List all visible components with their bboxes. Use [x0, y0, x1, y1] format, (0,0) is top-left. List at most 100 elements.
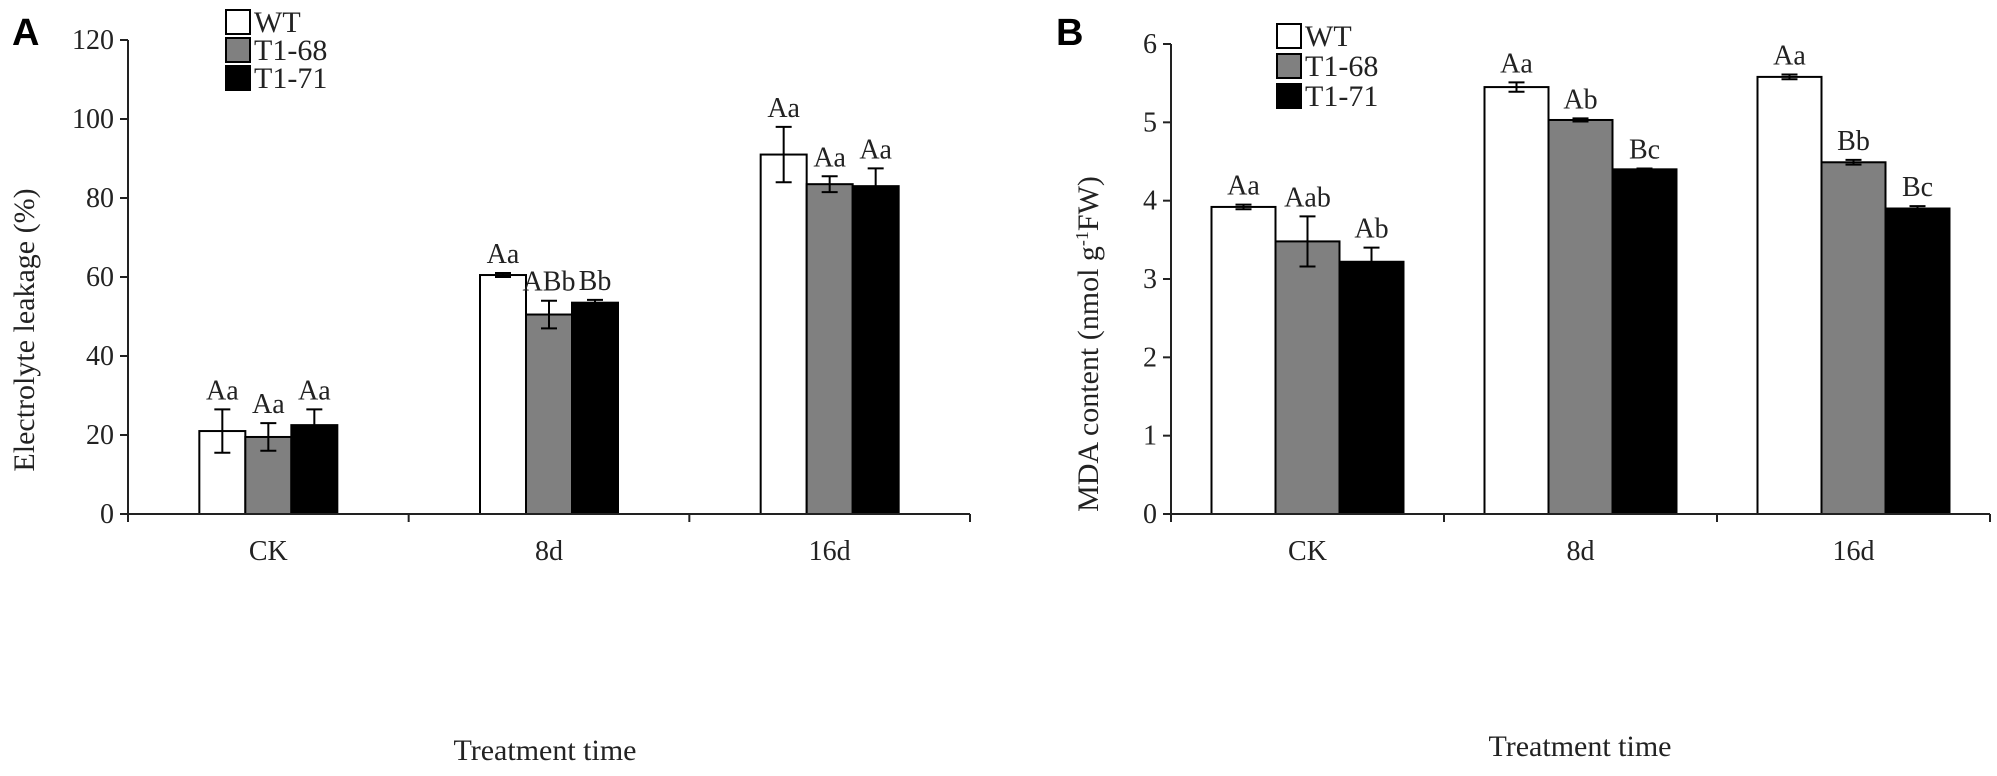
error-bar-b-T1-68-16d: [1845, 158, 1862, 166]
legend-label-b-T1-71: T1-71: [1305, 80, 1378, 113]
error-bar-b-T1-71-8d: [1636, 167, 1653, 172]
x-tick-label-b-16d: 16d: [1833, 536, 1875, 567]
bar-a-WT-16d: [759, 153, 808, 516]
y-tick-label-a-20: 20: [86, 420, 114, 451]
bar-label-b-T1-71-CK: Ab: [1354, 214, 1388, 245]
y-tick-label-a-120: 120: [72, 25, 114, 56]
x-tick-label-b-8d: 8d: [1567, 536, 1595, 567]
error-bar-a-T1-71-CK: [306, 408, 323, 442]
y-axis-title-b: MDA content (nmol g-1FW): [1072, 176, 1105, 512]
error-bar-a-T1-68-8d: [541, 299, 557, 330]
bar-label-a-WT-16d: Aa: [767, 93, 800, 124]
error-bar-b-WT-8d: [1508, 81, 1525, 93]
bar-label-b-T1-68-16d: Bb: [1837, 126, 1870, 157]
legend-swatch-a-T1-71: [225, 65, 251, 91]
bar-a-WT-8d: [479, 274, 527, 515]
legend-label-a-WT: WT: [254, 6, 301, 39]
error-bar-a-T1-71-16d: [867, 167, 884, 205]
error-bar-a-T1-68-CK: [260, 422, 277, 452]
legend-swatch-b-WT: [1276, 23, 1302, 49]
bar-label-b-WT-CK: Aa: [1227, 171, 1260, 202]
bar-label-a-T1-71-8d: Bb: [579, 266, 612, 297]
bar-label-a-WT-CK: Aa: [206, 375, 239, 406]
bar-b-T1-71-16d: [1884, 207, 1951, 515]
y-tick-label-b-4: 4: [1143, 186, 1157, 217]
bar-label-b-T1-68-8d: Ab: [1563, 84, 1597, 115]
bar-label-b-T1-71-16d: Bc: [1902, 172, 1933, 203]
y-tick-label-a-60: 60: [86, 262, 114, 293]
error-bar-b-T1-71-CK: [1363, 246, 1380, 277]
y-tick-label-a-40: 40: [86, 341, 114, 372]
error-bar-a-WT-8d: [495, 272, 511, 278]
y-tick-label-a-100: 100: [72, 104, 114, 135]
error-bars-b: [1235, 73, 1926, 277]
x-tick-label-a-16d: 16d: [809, 536, 851, 567]
error-bar-b-T1-71-16d: [1909, 205, 1926, 212]
panel-b: B 0 1 2 3 4 5 6 Aa Aab Ab Aa Ab Bc Aa Bb Bc CK 8d 16d Tr…: [1056, 12, 1991, 763]
bar-b-WT-CK: [1210, 205, 1277, 516]
bar-b-T1-71-CK: [1338, 260, 1405, 515]
error-bar-b-WT-16d: [1781, 73, 1798, 81]
x-tick-label-b-CK: CK: [1288, 536, 1327, 567]
legend-label-a-T1-71: T1-71: [254, 62, 327, 95]
legend-label-b-T1-68: T1-68: [1305, 50, 1378, 83]
error-bar-a-WT-CK: [214, 408, 231, 454]
error-bar-b-T1-68-CK: [1299, 215, 1316, 268]
bar-b-T1-68-16d: [1820, 161, 1887, 516]
y-tick-label-b-0: 0: [1143, 499, 1157, 530]
error-bar-a-WT-16d: [775, 125, 792, 184]
bar-label-a-WT-8d: Aa: [487, 239, 520, 270]
y-tick-labels-b: 0 1 2 3 4 5 6: [1143, 29, 1171, 530]
bar-label-a-T1-71-CK: Aa: [298, 375, 331, 406]
bar-b-T1-68-8d: [1547, 118, 1614, 515]
bar-label-b-T1-68-CK: Aab: [1284, 182, 1331, 213]
bar-label-b-WT-16d: Aa: [1773, 41, 1806, 72]
bar-b-WT-16d: [1756, 75, 1823, 516]
x-tick-label-a-8d: 8d: [535, 536, 563, 567]
x-axis-title-b: Treatment time: [1488, 730, 1671, 763]
error-bar-a-T1-68-16d: [821, 175, 838, 194]
y-axis-title-b-tail: FW): [1072, 176, 1105, 231]
error-bar-a-T1-71-8d: [587, 298, 603, 307]
panel-letter-a: A: [12, 12, 39, 54]
y-tick-label-b-5: 5: [1143, 107, 1157, 138]
bar-label-a-T1-71-16d: Aa: [859, 134, 892, 165]
error-bar-b-WT-CK: [1235, 203, 1252, 211]
bar-a-T1-71-8d: [571, 301, 619, 515]
bar-label-a-T1-68-CK: Aa: [252, 389, 285, 420]
bar-b-T1-71-8d: [1611, 168, 1678, 515]
bar-a-T1-68-16d: [805, 183, 854, 516]
error-bar-b-T1-68-8d: [1572, 117, 1589, 123]
legend-label-a-T1-68: T1-68: [254, 34, 327, 67]
bar-a-T1-71-16d: [851, 185, 900, 515]
y-tick-label-a-0: 0: [100, 499, 114, 530]
bar-a-T1-68-8d: [525, 313, 573, 515]
bar-labels-b: Aa Aab Ab Aa Ab Bc Aa Bb Bc: [1227, 41, 1933, 245]
bar-label-a-T1-68-8d: ABb: [523, 267, 576, 298]
error-bars-a: [214, 125, 884, 454]
legend-swatch-a-WT: [225, 9, 251, 35]
y-tick-label-b-3: 3: [1143, 264, 1157, 295]
bar-b-WT-8d: [1483, 86, 1550, 515]
y-axis-title-b-main: MDA content (nmol g: [1072, 246, 1105, 512]
legend-swatch-b-T1-68: [1276, 53, 1302, 79]
bar-label-b-WT-8d: Aa: [1500, 48, 1533, 79]
y-axis-title-b-sup: -1: [1072, 231, 1092, 246]
y-tick-label-b-2: 2: [1143, 342, 1157, 373]
legend-swatch-a-T1-68: [225, 37, 251, 63]
y-tick-label-a-80: 80: [86, 183, 114, 214]
x-axis-title-a: Treatment time: [453, 734, 636, 767]
bar-b-T1-68-CK: [1274, 240, 1341, 515]
x-tick-labels-b: CK 8d 16d: [1170, 514, 1991, 567]
y-axis-title-a: Electrolyte leakage (%): [8, 188, 41, 471]
x-tick-label-a-CK: CK: [249, 536, 288, 567]
y-tick-label-b-6: 6: [1143, 29, 1157, 60]
y-tick-label-b-1: 1: [1143, 421, 1157, 452]
legend-label-b-WT: WT: [1305, 20, 1352, 53]
bar-label-b-T1-71-8d: Bc: [1629, 135, 1660, 166]
